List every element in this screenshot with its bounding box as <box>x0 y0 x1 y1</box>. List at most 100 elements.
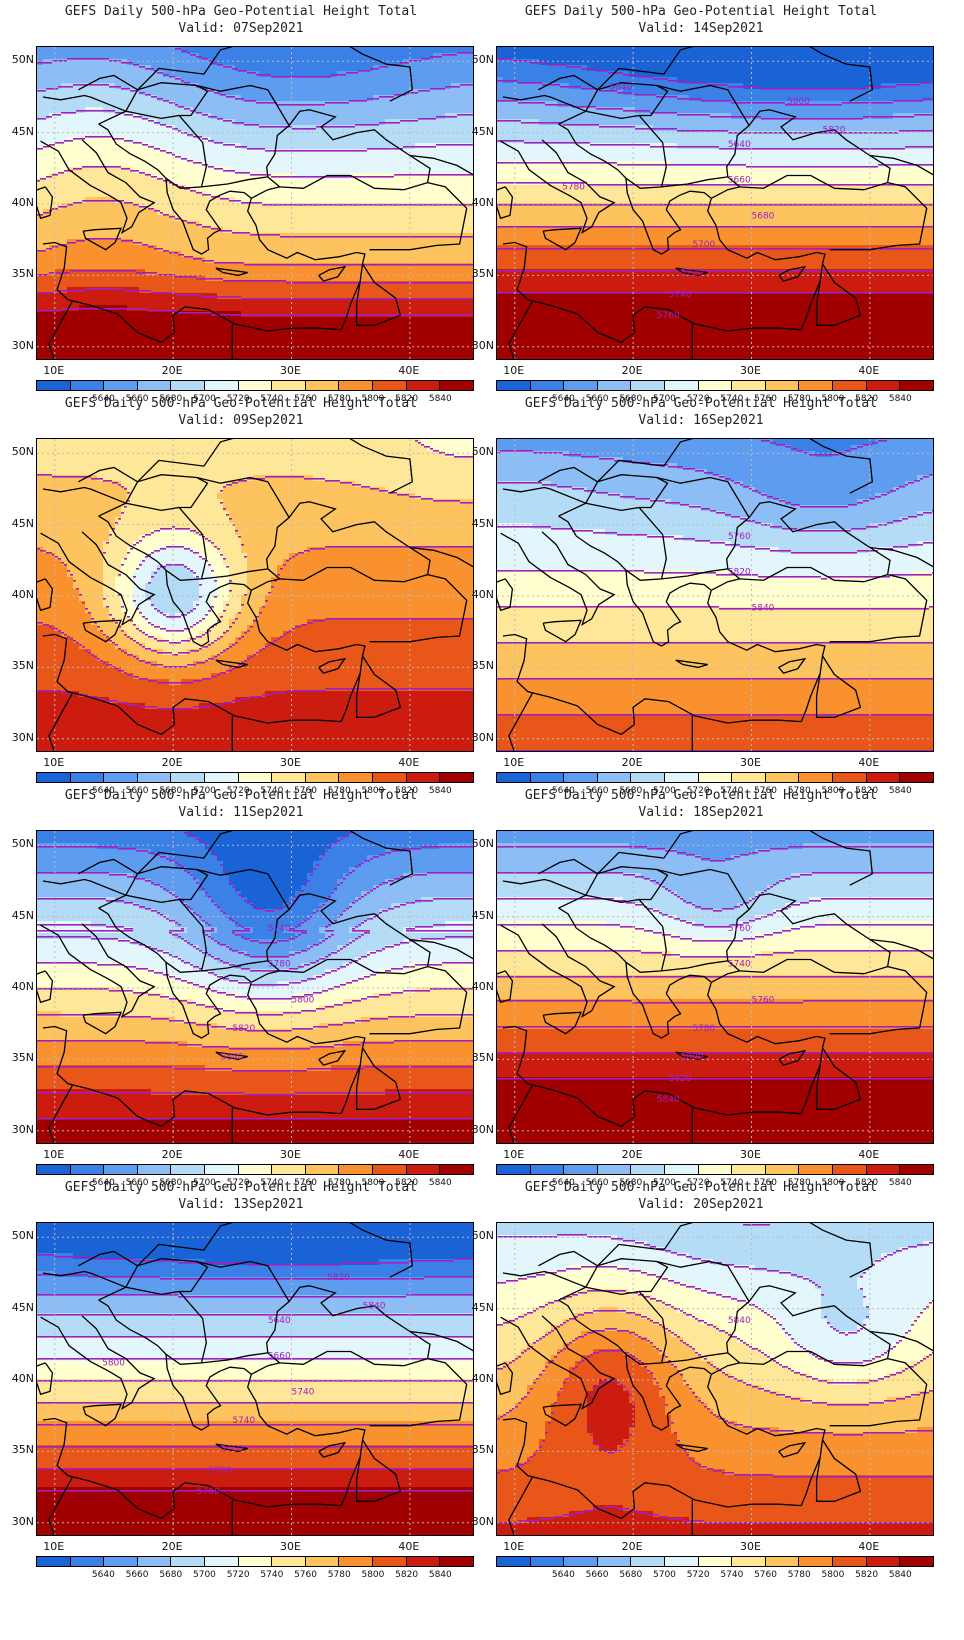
coastline <box>829 181 928 251</box>
colorbar-swatch <box>597 1165 632 1174</box>
contour-label: 5720 <box>680 268 703 278</box>
coastline <box>409 546 473 568</box>
panel-valid-date: Valid: 20Sep2021 <box>460 1197 942 1213</box>
coastline <box>639 868 669 901</box>
colorbar-swatch <box>305 1557 340 1566</box>
colorbar-label: 5640 <box>85 394 121 404</box>
coastline <box>508 1084 534 1143</box>
colorbar-swatch <box>833 1165 867 1174</box>
coastline <box>179 868 209 901</box>
coastline <box>869 546 933 568</box>
coastline <box>500 1315 616 1410</box>
coastline <box>778 1441 807 1458</box>
lat-tick-label: 45N <box>462 909 494 922</box>
coastline <box>542 1403 582 1427</box>
coastline <box>585 110 667 189</box>
coastline <box>318 657 347 674</box>
colorbar-label: 5760 <box>748 786 784 796</box>
coastline <box>706 198 826 330</box>
coastline <box>37 970 54 1004</box>
lon-tick-label: 20E <box>152 1540 192 1553</box>
coastline <box>585 894 667 973</box>
coastline <box>42 486 127 504</box>
colorbar-swatch <box>37 773 71 782</box>
lat-tick-label: 45N <box>462 1301 494 1314</box>
lon-tick-label: 20E <box>152 364 192 377</box>
colorbar-label: 5800 <box>815 1178 851 1188</box>
coastline <box>82 619 122 643</box>
colorbar <box>496 1164 934 1175</box>
lon-tick-label: 20E <box>612 1540 652 1553</box>
colorbar-swatch <box>497 1557 531 1566</box>
colorbar-swatch <box>631 1165 666 1174</box>
colorbar-swatch <box>305 773 340 782</box>
lon-tick-label: 30E <box>731 1148 771 1161</box>
lat-tick-label: 50N <box>462 837 494 850</box>
coastline <box>369 181 468 251</box>
colorbar-label: 5820 <box>389 1570 425 1580</box>
coastline <box>829 1357 928 1427</box>
map-canvas: 5640 5660 5680 5700 5720 5740 5760 5780 5800 5820… <box>497 47 933 359</box>
coastline <box>558 1299 712 1431</box>
panel-title: GEFS Daily 500-hPa Geo-Potential Height … <box>460 396 942 412</box>
coastline <box>318 1441 347 1458</box>
colorbar-swatch <box>497 773 531 782</box>
colorbar-label: 5720 <box>680 1570 716 1580</box>
colorbar-label: 5840 <box>882 1570 918 1580</box>
colorbar-label: 5780 <box>781 786 817 796</box>
contour-label: 5740 <box>268 924 291 934</box>
colorbar-swatch <box>866 1557 901 1566</box>
colorbar-swatch <box>373 773 407 782</box>
lat-tick-label: 30N <box>2 1123 34 1136</box>
coastline <box>710 1285 891 1375</box>
colorbar-swatch <box>37 381 71 390</box>
colorbar-label: 5740 <box>714 1178 750 1188</box>
coastline <box>201 568 268 580</box>
colorbar-swatch <box>732 1557 766 1566</box>
colorbar-swatch <box>70 1165 105 1174</box>
coastline <box>706 982 826 1114</box>
colorbar-swatch <box>171 773 206 782</box>
colorbar-swatch <box>272 1165 306 1174</box>
colorbar <box>36 772 474 783</box>
colorbar-swatch <box>70 773 105 782</box>
colorbar-label: 5780 <box>781 1570 817 1580</box>
colorbar-swatch <box>900 1557 933 1566</box>
colorbar-label: 5800 <box>355 394 391 404</box>
colorbar-label: 5840 <box>422 1178 458 1188</box>
coastline <box>48 1084 74 1143</box>
colorbar-label: 5800 <box>815 1570 851 1580</box>
colorbar-label: 5720 <box>220 394 256 404</box>
contour-label: 5740 <box>728 960 751 970</box>
colorbar-swatch <box>272 381 306 390</box>
panel-title: GEFS Daily 500-hPa Geo-Potential Height … <box>460 4 942 20</box>
colorbar-label: 5680 <box>613 394 649 404</box>
colorbar <box>36 1164 474 1175</box>
colorbar-swatch <box>866 1165 901 1174</box>
contour-label: 5840 <box>363 1302 386 1312</box>
lon-tick-label: 30E <box>731 364 771 377</box>
lat-tick-label: 35N <box>462 267 494 280</box>
coastline <box>542 1011 582 1035</box>
colorbar-swatch <box>732 773 766 782</box>
colorbar <box>36 1556 474 1567</box>
coastline <box>710 109 891 199</box>
map-panel: GEFS Daily 500-hPa Geo-Potential Height … <box>0 392 482 802</box>
map-canvas: 5840 <box>497 1223 933 1535</box>
coastline <box>78 831 413 886</box>
colorbar-label: 5820 <box>849 1570 885 1580</box>
coastline <box>815 263 862 326</box>
contour-label: 5760 <box>657 311 680 321</box>
colorbar-swatch <box>665 1557 699 1566</box>
colorbar-swatch <box>305 1165 340 1174</box>
colorbar-label: 5680 <box>153 1178 189 1188</box>
colorbar-label: 5820 <box>389 1178 425 1188</box>
lat-tick-label: 45N <box>462 125 494 138</box>
colorbar-swatch <box>833 1557 867 1566</box>
coastline <box>538 439 873 494</box>
lon-tick-label: 20E <box>612 364 652 377</box>
coastline <box>369 965 468 1035</box>
lon-tick-label: 40E <box>389 1540 429 1553</box>
lat-tick-label: 50N <box>2 837 34 850</box>
colorbar-swatch <box>665 773 699 782</box>
